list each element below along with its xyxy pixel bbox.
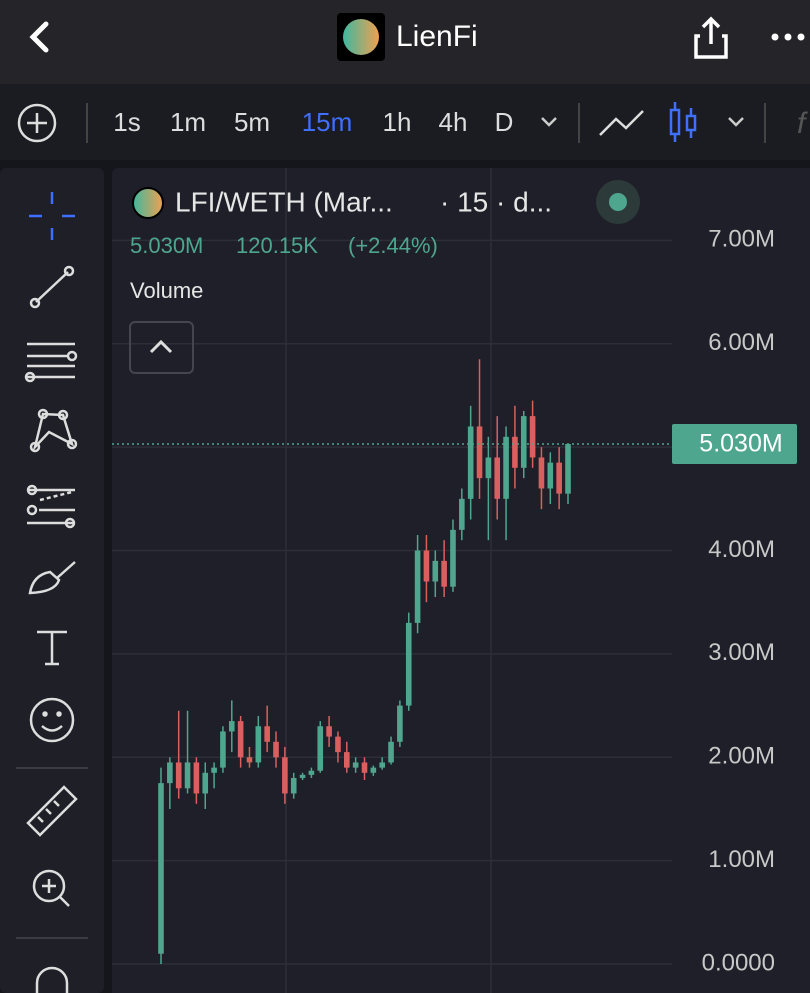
y-tick-label: 3.00M xyxy=(708,639,775,666)
chart-panel xyxy=(112,168,810,993)
legend-change: (+2.44%) xyxy=(348,233,438,258)
candle-body xyxy=(547,462,554,489)
candle-body xyxy=(193,762,200,794)
candle-body xyxy=(556,462,562,494)
candle-body xyxy=(184,762,191,789)
last-price-tag xyxy=(672,424,797,465)
candle-body xyxy=(352,762,359,768)
candle-body xyxy=(529,416,536,458)
chart-title: LFI/WETH (Mar... xyxy=(175,186,393,217)
collapse-icon xyxy=(149,339,173,354)
crosshair-tool[interactable] xyxy=(29,192,75,240)
candles xyxy=(112,359,672,965)
interval-button[interactable]: 1h xyxy=(383,107,412,137)
indicator-button[interactable]: f xyxy=(797,107,808,140)
drawing-tools[interactable] xyxy=(24,265,78,993)
candle-body xyxy=(538,457,545,489)
candle-body xyxy=(450,529,456,587)
status-dot xyxy=(609,193,627,211)
candle-body xyxy=(503,436,509,499)
candle-body xyxy=(175,762,182,789)
app-title: LienFi xyxy=(396,20,478,53)
candle-body xyxy=(228,721,235,732)
interval-button[interactable]: 15m xyxy=(302,107,353,137)
legend-price: 5.030M xyxy=(130,233,203,258)
y-tick-label: 7.00M xyxy=(708,226,775,253)
chart-type-menu[interactable] xyxy=(728,117,744,127)
share-button[interactable] xyxy=(694,16,728,59)
candle-body xyxy=(202,772,209,794)
candle-body xyxy=(290,777,297,794)
add-button[interactable] xyxy=(17,103,57,143)
candle-body xyxy=(467,426,474,499)
interval-menu[interactable] xyxy=(541,117,557,127)
volume-label: Volume xyxy=(130,278,203,303)
interval-button[interactable]: 5m xyxy=(234,107,270,137)
y-tick-label: 6.00M xyxy=(708,329,775,356)
candle-body xyxy=(255,726,262,763)
candle-body xyxy=(167,762,173,784)
interval-button[interactable]: 1s xyxy=(113,107,140,137)
last-price-label: 5.030M xyxy=(699,430,782,458)
candle-body xyxy=(282,757,288,794)
candle-body xyxy=(237,721,244,758)
pair-logo xyxy=(132,187,164,219)
candle-body xyxy=(299,774,306,778)
candle-body xyxy=(326,726,332,737)
toolbar xyxy=(0,84,810,160)
chart-subtitle: · 15 · d... xyxy=(440,186,552,217)
candle-body xyxy=(397,705,403,742)
y-axis: 0.0000 1.00M 2.00M 3.00M 4.00M 6.00M 7.00M 5.03… xyxy=(672,226,797,976)
candle-body xyxy=(273,741,279,758)
candle-body xyxy=(520,416,527,468)
candle-body xyxy=(211,767,217,773)
candle-body xyxy=(379,762,385,768)
y-tick-label: 1.00M xyxy=(708,846,775,873)
candle-body xyxy=(344,752,350,768)
candle-body xyxy=(246,757,253,763)
more-button[interactable] xyxy=(771,33,805,41)
candle-chart-button[interactable] xyxy=(669,102,697,142)
line-chart-button[interactable] xyxy=(599,110,644,136)
top-bar xyxy=(0,0,810,84)
interval-button[interactable]: 1m xyxy=(170,107,206,137)
candle-body xyxy=(264,726,270,742)
y-tick-label: 2.00M xyxy=(708,743,775,770)
candle-body xyxy=(335,736,341,753)
candle-body xyxy=(370,767,377,773)
candle-body xyxy=(388,741,394,763)
interval-button[interactable]: D xyxy=(495,107,514,137)
logo xyxy=(343,19,379,55)
candle-body xyxy=(432,560,439,582)
candle-body xyxy=(441,560,447,587)
candle-body xyxy=(512,436,518,468)
y-tick-label: 0.0000 xyxy=(702,949,775,976)
candle-body xyxy=(476,426,483,479)
back-button[interactable] xyxy=(29,21,49,53)
candle-body xyxy=(317,726,324,771)
interval-button[interactable]: 4h xyxy=(439,107,468,137)
candle-body xyxy=(485,457,492,479)
y-tick-label: 4.00M xyxy=(708,536,775,563)
candle-body xyxy=(361,762,368,773)
candle-body xyxy=(405,622,412,706)
candle-body xyxy=(158,783,164,954)
tool-panel xyxy=(0,168,104,993)
legend-volume: 120.15K xyxy=(236,233,318,258)
collapse-button[interactable] xyxy=(129,321,194,374)
interval-group: 1s 1m 5m 15m 1h 4h D xyxy=(113,107,513,137)
candle-body xyxy=(459,498,465,530)
candle-body xyxy=(220,731,226,768)
candle-body xyxy=(308,770,315,775)
candle-body xyxy=(565,444,571,494)
candle-body xyxy=(414,550,421,623)
candle-body xyxy=(494,457,501,499)
candle-body xyxy=(423,550,430,582)
